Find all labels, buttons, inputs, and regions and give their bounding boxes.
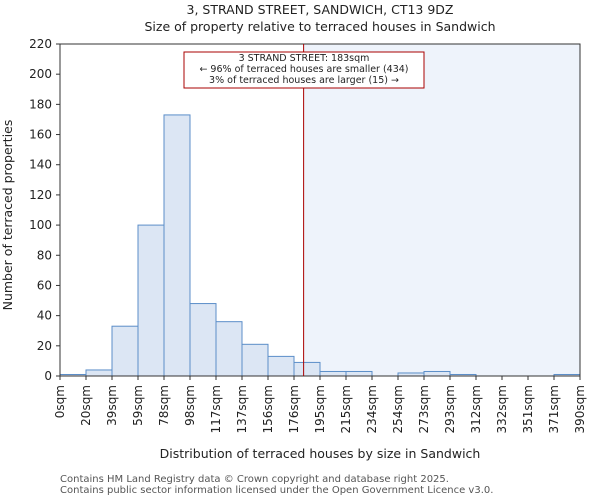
y-axis-label: Number of terraced properties — [0, 120, 15, 311]
y-tick-label: 200 — [29, 67, 52, 81]
bar-59sqm — [137, 224, 165, 377]
x-tick-label: 117sqm — [209, 385, 223, 433]
bar-20sqm — [85, 369, 113, 377]
x-axis-label: Distribution of terraced houses by size … — [160, 446, 481, 461]
bar-215sqm — [345, 370, 373, 377]
bar-195sqm — [319, 370, 347, 377]
y-tick-label: 20 — [37, 339, 52, 353]
bar-156sqm — [267, 355, 295, 377]
y-tick-label: 100 — [29, 218, 52, 232]
y-tick-label: 40 — [37, 309, 52, 323]
annotation-box — [183, 51, 425, 89]
x-tick-label: 0sqm — [53, 385, 67, 418]
x-tick-label: 39sqm — [105, 385, 119, 426]
x-tick-label: 137sqm — [235, 385, 249, 433]
footer-line-2: Contains public sector information licen… — [60, 485, 494, 496]
annotation-line-3: 3% of terraced houses are larger (15) → — [209, 75, 399, 86]
annotation-line-1: 3 STRAND STREET: 183sqm — [239, 53, 370, 64]
y-tick-label: 120 — [29, 188, 52, 202]
bar-176sqm — [293, 361, 321, 377]
y-tick-label: 60 — [37, 278, 52, 292]
y-tick-label: 220 — [29, 37, 52, 51]
x-tick-label: 195sqm — [313, 385, 327, 433]
x-tick-label: 156sqm — [261, 385, 275, 433]
x-tick-label: 215sqm — [339, 385, 353, 433]
x-tick-label: 390sqm — [573, 385, 587, 433]
x-tick-label: 59sqm — [131, 385, 145, 426]
x-tick-label: 78sqm — [157, 385, 171, 426]
bar-39sqm — [111, 325, 139, 377]
x-tick-label: 254sqm — [391, 385, 405, 433]
footer-line-1: Contains HM Land Registry data © Crown c… — [60, 474, 449, 485]
bar-273sqm — [423, 370, 451, 377]
bar-137sqm — [241, 343, 269, 377]
chart-title: 3, STRAND STREET, SANDWICH, CT13 9DZ — [187, 2, 454, 17]
larger-region-highlight — [303, 44, 580, 376]
x-tick-label: 312sqm — [469, 385, 483, 433]
x-tick-label: 273sqm — [417, 385, 431, 433]
y-tick-label: 140 — [29, 158, 52, 172]
x-tick-label: 20sqm — [79, 385, 93, 426]
x-tick-label: 371sqm — [547, 385, 561, 433]
y-tick-label: 0 — [44, 369, 52, 383]
x-tick-label: 234sqm — [365, 385, 379, 433]
y-tick-label: 180 — [29, 97, 52, 111]
plot-frame — [59, 43, 581, 377]
x-tick-label: 293sqm — [443, 385, 457, 433]
bar-117sqm — [215, 321, 243, 377]
bar-78sqm — [163, 114, 191, 377]
annotation-line-2: ← 96% of terraced houses are smaller (43… — [199, 64, 408, 75]
y-tick-label: 80 — [37, 248, 52, 262]
chart-subtitle: Size of property relative to terraced ho… — [144, 19, 495, 34]
x-tick-label: 98sqm — [183, 385, 197, 426]
x-tick-label: 332sqm — [495, 385, 509, 433]
x-tick-label: 176sqm — [287, 385, 301, 433]
bar-98sqm — [189, 303, 217, 377]
x-tick-label: 351sqm — [521, 385, 535, 433]
y-tick-label: 160 — [29, 128, 52, 142]
